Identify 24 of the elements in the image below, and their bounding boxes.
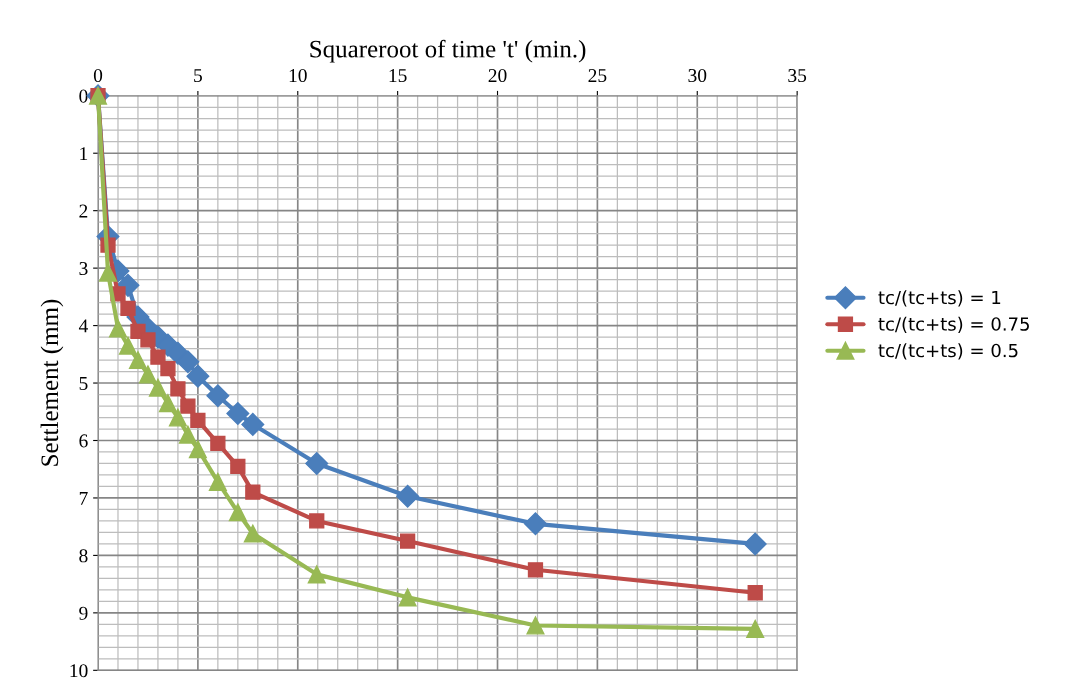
x-tick-label: 20 [488, 68, 507, 83]
x-tick-label: 35 [788, 69, 807, 83]
y-tick-label: 8 [79, 549, 88, 563]
y-tick-label: 7 [79, 491, 88, 505]
x-tick-label: 25 [588, 69, 607, 83]
x-tick-label: 15 [389, 69, 407, 83]
x-tick-label: 0 [93, 68, 103, 83]
y-tick-label: 5 [79, 377, 88, 390]
legend-label: tc/(tc+ts) = 0.5 [878, 343, 1018, 360]
y-axis-title: Settlement (mm) [40, 299, 64, 466]
x-axis-title: Squareroot of time 't' (min.) [310, 39, 586, 63]
x-tick-label: 10 [289, 68, 307, 83]
y-tick-label: 2 [79, 204, 88, 218]
y-tick-label: 1 [80, 147, 88, 160]
y-tick-label: 4 [78, 319, 88, 333]
legend-label: tc/(tc+ts) = 0.75 [878, 316, 1029, 333]
x-tick-label: 5 [194, 69, 202, 83]
x-tick-label: 30 [688, 68, 707, 83]
y-tick-label: 10 [70, 664, 88, 678]
y-tick-label: 6 [79, 434, 88, 448]
legend-label: tc/(tc+ts) = 1 [878, 290, 1001, 307]
y-tick-label: 9 [79, 606, 88, 620]
y-tick-label: 0 [79, 89, 88, 103]
y-tick-label: 3 [79, 262, 88, 276]
